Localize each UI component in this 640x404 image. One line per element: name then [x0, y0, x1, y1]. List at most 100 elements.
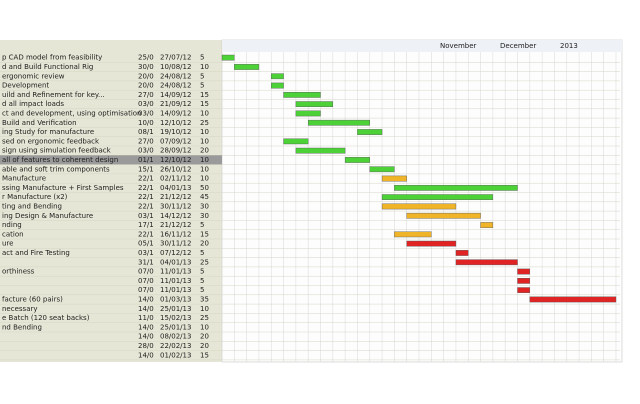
- task-start: 22/1: [138, 230, 154, 238]
- task-start: 22/1: [138, 202, 154, 210]
- task-duration: 10: [200, 63, 209, 71]
- task-name: able and soft trim components: [2, 165, 110, 173]
- task-finish: 01/03/13: [160, 295, 191, 303]
- task-duration: 5: [200, 277, 204, 285]
- task-duration: 45: [200, 193, 209, 201]
- task-start: 31/1: [138, 258, 154, 266]
- task-bar: [369, 166, 395, 173]
- task-finish: 02/11/12: [160, 175, 191, 183]
- task-start: 03/1: [138, 249, 154, 257]
- timeline-label: 2013: [560, 42, 578, 50]
- task-finish: 11/01/13: [160, 277, 191, 285]
- task-bar: [517, 278, 531, 284]
- task-start: 20/0: [138, 82, 154, 90]
- task-start: 11/0: [138, 314, 154, 322]
- task-start: 14/0: [138, 295, 154, 303]
- selected-row: [0, 155, 222, 165]
- task-start: 17/1: [138, 221, 154, 229]
- task-name: necessary: [2, 305, 38, 313]
- task-bar: [381, 194, 494, 201]
- task-finish: 30/11/12: [160, 240, 191, 248]
- task-finish: 04/01/13: [160, 258, 191, 266]
- task-start: 07/0: [138, 268, 154, 276]
- task-name: e Batch (120 seat backs): [2, 314, 90, 322]
- task-bar: [271, 82, 284, 89]
- task-bar: [221, 54, 235, 61]
- task-bar: [381, 175, 407, 182]
- task-finish: 25/01/13: [160, 305, 191, 313]
- task-duration: 20: [200, 147, 209, 155]
- task-duration: 35: [200, 295, 209, 303]
- task-duration: 10: [200, 165, 209, 173]
- task-start: 15/1: [138, 165, 154, 173]
- task-finish: 22/02/13: [160, 342, 191, 350]
- task-finish: 12/10/12: [160, 119, 191, 127]
- task-bar: [406, 212, 481, 219]
- task-name: uild and Refinement for key...: [2, 91, 105, 99]
- task-bar: [381, 203, 457, 210]
- task-name: d and Build Functional Rig: [2, 63, 93, 71]
- task-name: ting and Bending: [2, 202, 62, 210]
- task-duration: 15: [200, 351, 209, 359]
- task-finish: 01/02/13: [160, 351, 191, 359]
- task-bar: [394, 231, 432, 238]
- task-duration: 50: [200, 184, 209, 192]
- task-start: 30/0: [138, 63, 154, 71]
- task-start: 14/0: [138, 351, 154, 359]
- task-duration: 5: [200, 286, 204, 294]
- task-name: sed on ergonomic feedback: [2, 137, 100, 145]
- task-duration: 15: [200, 100, 209, 108]
- task-bar: [517, 287, 531, 294]
- task-bar: [406, 240, 457, 247]
- task-start: 27/0: [138, 137, 154, 145]
- task-finish: 07/09/12: [160, 137, 191, 145]
- task-bar: [295, 147, 346, 154]
- task-name: Manufacture: [2, 175, 46, 183]
- task-name: ssing Manufacture + First Samples: [2, 184, 124, 192]
- task-name: Build and Verification: [2, 119, 77, 127]
- task-start: 27/0: [138, 91, 154, 99]
- task-bar: [271, 73, 284, 80]
- task-finish: 14/09/12: [160, 91, 191, 99]
- task-start: 03/0: [138, 147, 154, 155]
- task-name: ergonomic review: [2, 72, 65, 80]
- task-finish: 24/08/12: [160, 72, 191, 80]
- task-start: 22/1: [138, 193, 154, 201]
- task-finish: 21/09/12: [160, 100, 191, 108]
- task-bar: [517, 268, 531, 275]
- timeline-label: November: [440, 42, 477, 50]
- task-bar: [357, 129, 383, 135]
- task-finish: 21/12/12: [160, 193, 191, 201]
- task-duration: 5: [200, 221, 204, 229]
- task-start: 14/0: [138, 323, 154, 331]
- task-bar: [295, 110, 321, 117]
- task-start: 03/1: [138, 212, 154, 220]
- task-bar: [307, 119, 370, 126]
- task-finish: 10/08/12: [160, 63, 191, 71]
- task-duration: 5: [200, 268, 204, 276]
- task-bar: [344, 157, 370, 163]
- task-finish: 24/08/12: [160, 82, 191, 90]
- task-finish: 19/10/12: [160, 128, 191, 136]
- task-start: 28/0: [138, 342, 154, 350]
- task-start: 20/0: [138, 72, 154, 80]
- task-name: nd Bending: [2, 323, 42, 331]
- task-duration: 10: [200, 305, 209, 313]
- task-finish: 27/07/12: [160, 54, 191, 62]
- task-duration: 25: [200, 314, 209, 322]
- task-name: d all impact loads: [2, 100, 64, 108]
- task-finish: 25/01/13: [160, 323, 191, 331]
- task-name: ing Design & Manufacture: [2, 212, 93, 220]
- task-start: 03/0: [138, 100, 154, 108]
- task-start: 22/1: [138, 184, 154, 192]
- task-finish: 28/09/12: [160, 147, 191, 155]
- task-finish: 16/11/12: [160, 230, 191, 238]
- task-bar: [394, 184, 518, 191]
- task-start: 05/1: [138, 240, 154, 248]
- task-start: 07/0: [138, 277, 154, 285]
- task-finish: 04/01/13: [160, 184, 191, 192]
- task-duration: 20: [200, 240, 209, 248]
- task-duration: 15: [200, 230, 209, 238]
- task-bar: [455, 250, 469, 256]
- task-finish: 07/12/12: [160, 249, 191, 257]
